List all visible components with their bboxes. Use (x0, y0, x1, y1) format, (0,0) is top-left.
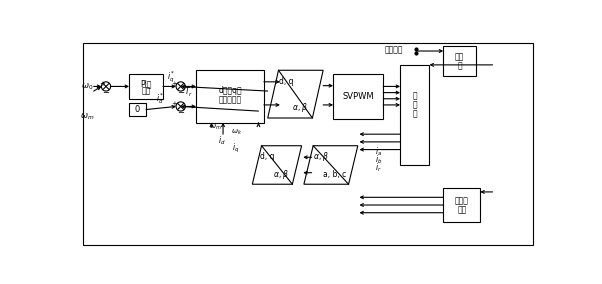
Text: 交流电源: 交流电源 (385, 45, 403, 54)
Bar (400, 65, 429, 165)
Text: 器: 器 (412, 110, 417, 119)
Text: 系统: 系统 (457, 205, 467, 214)
Bar (129, 103, 146, 116)
Text: a, b, c: a, b, c (323, 170, 346, 179)
Bar (443, 46, 476, 76)
Text: −: − (177, 108, 184, 117)
Text: $i_q^*$: $i_q^*$ (167, 70, 176, 85)
Text: $\alpha$, $\beta$: $\alpha$, $\beta$ (273, 168, 290, 181)
Text: −: − (102, 88, 110, 97)
Text: PI控: PI控 (140, 79, 152, 88)
Bar (196, 70, 264, 123)
Text: 双惯性: 双惯性 (455, 196, 469, 205)
Text: $i_d^*$: $i_d^*$ (156, 91, 164, 106)
Text: $i_q$: $i_q$ (232, 141, 240, 154)
Text: 无源控制器: 无源控制器 (219, 95, 241, 104)
Text: 制器: 制器 (141, 87, 150, 95)
Bar (333, 74, 383, 119)
Text: +: + (99, 81, 105, 87)
Text: +: + (172, 81, 178, 87)
Text: $\omega_m$: $\omega_m$ (209, 123, 222, 132)
Text: $i_a$: $i_a$ (375, 146, 382, 158)
Text: 整流: 整流 (455, 52, 464, 61)
Text: 逆: 逆 (412, 91, 417, 100)
Text: $\omega_0$: $\omega_0$ (81, 81, 94, 92)
Text: +: + (172, 101, 178, 107)
Text: $\alpha$, $\beta$: $\alpha$, $\beta$ (292, 101, 308, 114)
Text: $\omega_m$: $\omega_m$ (80, 112, 95, 122)
Text: $\alpha$, $\beta$: $\alpha$, $\beta$ (312, 150, 329, 163)
Text: 变: 变 (412, 101, 417, 109)
Text: $i_d$: $i_d$ (218, 134, 225, 147)
Bar (129, 74, 163, 99)
Text: $\omega_k$: $\omega_k$ (231, 128, 242, 137)
Text: d轴和q轴: d轴和q轴 (218, 86, 242, 95)
Text: d, q: d, q (261, 152, 275, 161)
Text: SVPWM: SVPWM (343, 92, 374, 101)
Text: d, q: d, q (279, 77, 293, 85)
Text: $i_r$: $i_r$ (375, 162, 382, 174)
Text: 0: 0 (135, 105, 140, 114)
Text: −: − (177, 88, 184, 97)
Text: $T_r^*$: $T_r^*$ (184, 83, 196, 99)
Bar (443, 188, 480, 222)
Text: 器: 器 (457, 61, 462, 70)
Text: $i_b$: $i_b$ (375, 153, 382, 166)
